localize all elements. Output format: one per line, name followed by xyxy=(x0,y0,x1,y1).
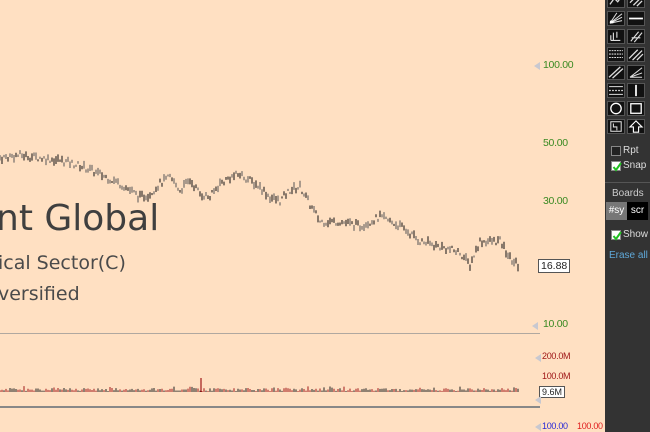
dotted-horizontal-tool-icon[interactable] xyxy=(607,83,625,98)
step-tool-icon[interactable] xyxy=(607,119,625,134)
horizontal-line-tool-icon[interactable] xyxy=(627,11,645,26)
boards-tab-sy[interactable]: #sy xyxy=(606,202,627,220)
snap-checkbox[interactable] xyxy=(611,161,622,172)
last-price-label: 16.88 xyxy=(538,259,571,273)
rpt-checkbox[interactable] xyxy=(611,146,621,156)
price-tick-30: 30.00 xyxy=(543,195,568,207)
volume-tick-100m: 100.0M xyxy=(542,371,571,381)
rpt-label: Rpt xyxy=(623,145,639,156)
rectangle-tool-icon[interactable] xyxy=(627,101,645,116)
circle-tool-icon[interactable] xyxy=(607,101,625,116)
pitchfork-tool-icon[interactable] xyxy=(607,29,625,44)
last-volume-label: 9.6M xyxy=(539,386,566,398)
volume-tick-200m: 200.0M xyxy=(542,351,571,361)
show-label: Show xyxy=(623,229,649,240)
diagonal-channel-tool-icon[interactable] xyxy=(627,47,645,62)
chart-title: nt Global xyxy=(0,198,160,239)
erase-all-link[interactable]: Erase all xyxy=(609,250,648,261)
axis-marker-icon xyxy=(532,322,538,330)
drawing-sidebar: Rpt Snap Boards #sy scr Show Erase all xyxy=(605,0,650,432)
lower-tick-left: 100.00 xyxy=(542,421,568,431)
chart-subtitle-industry: versified xyxy=(0,283,80,305)
price-tick-50: 50.00 xyxy=(543,137,568,149)
boards-label: Boards xyxy=(612,188,644,199)
chart-area[interactable]: nt Global ical Sector(C) versified 100.0… xyxy=(0,0,605,432)
axis-marker-icon xyxy=(535,396,541,404)
price-plot xyxy=(0,150,519,392)
lower-tick-right: 100.00 xyxy=(577,421,603,431)
price-tick-100: 100.00 xyxy=(543,59,574,71)
vertical-line-tool-icon[interactable] xyxy=(627,83,645,98)
price-tick-10: 10.00 xyxy=(543,318,568,330)
trendline-tool-icon[interactable] xyxy=(607,0,625,8)
speed-lines-tool-icon[interactable] xyxy=(627,65,645,80)
fan-lines-tool-icon[interactable] xyxy=(607,11,625,26)
parallel-channel-tool-icon[interactable] xyxy=(627,29,645,44)
diagonal-line-tool-icon[interactable] xyxy=(607,65,625,80)
axis-marker-icon xyxy=(535,423,541,431)
parallel-lines-tool-icon[interactable] xyxy=(627,0,645,8)
axis-marker-icon xyxy=(535,354,541,362)
show-checkbox[interactable] xyxy=(611,230,622,241)
price-pane-divider[interactable] xyxy=(0,333,540,334)
check-icon xyxy=(612,162,622,172)
fibonacci-retracement-tool-icon[interactable] xyxy=(607,47,625,62)
boards-tab-scr[interactable]: scr xyxy=(627,202,648,220)
arrow-up-tool-icon[interactable] xyxy=(627,119,645,134)
volume-pane-divider[interactable] xyxy=(0,406,540,408)
axis-marker-icon xyxy=(534,62,540,70)
chart-subtitle-sector: ical Sector(C) xyxy=(0,252,126,274)
check-icon xyxy=(612,231,622,241)
snap-label: Snap xyxy=(623,160,647,171)
